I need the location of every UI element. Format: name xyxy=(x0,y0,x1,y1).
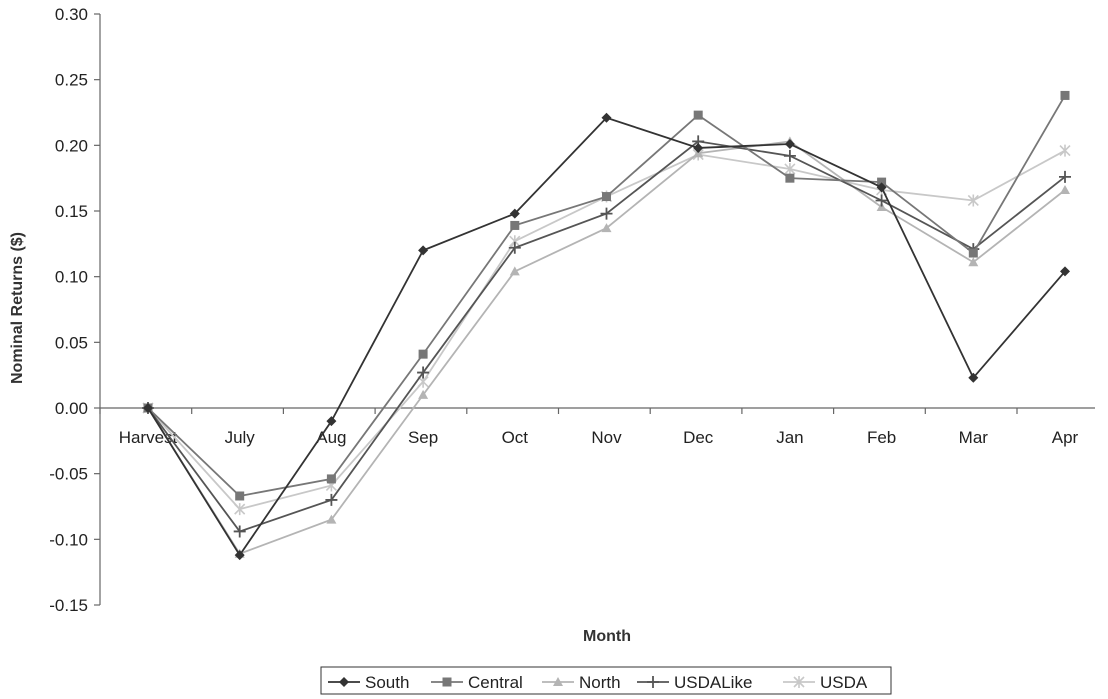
data-point-north xyxy=(1060,184,1070,194)
data-point-central xyxy=(326,474,336,484)
data-point-central xyxy=(785,173,795,183)
data-point-south xyxy=(143,403,153,413)
legend-marker-central xyxy=(442,677,452,687)
x-tick-label: Sep xyxy=(408,428,438,447)
y-tick-label: 0.20 xyxy=(55,136,88,155)
data-point-south xyxy=(234,550,245,561)
data-point-north xyxy=(968,257,979,267)
data-point-usdalike xyxy=(875,194,888,207)
y-tick-label: -0.10 xyxy=(49,530,88,549)
x-tick-label: Nov xyxy=(591,428,622,447)
x-tick-label: Apr xyxy=(1052,428,1079,447)
series-north xyxy=(143,136,1070,558)
data-point-central xyxy=(418,349,428,359)
data-point-usda xyxy=(967,194,979,207)
data-point-north xyxy=(509,266,520,276)
legend-item-north: North xyxy=(542,673,621,692)
data-point-south xyxy=(876,182,887,193)
data-point-central xyxy=(877,177,887,187)
data-point-south xyxy=(784,139,795,150)
legend-item-south: South xyxy=(328,673,409,692)
legend-label-usda: USDA xyxy=(820,673,868,692)
data-point-central xyxy=(510,220,520,230)
series-line-usda xyxy=(147,149,1066,511)
data-point-usdalike xyxy=(1059,170,1071,183)
data-point-north xyxy=(326,514,337,524)
legend-box xyxy=(320,666,892,695)
data-point-central xyxy=(602,192,611,202)
x-tick-labels: Harvest July Aug Sep Oct Nov Dec Jan Feb Mar Apr xyxy=(119,428,1079,447)
legend-label-south: South xyxy=(365,673,409,692)
x-tick-label: July xyxy=(225,428,256,447)
x-axis-title: Month xyxy=(583,628,631,645)
data-point-usda xyxy=(1059,144,1071,157)
data-point-north xyxy=(418,389,429,399)
series-line-north xyxy=(147,140,1066,555)
legend-item-central: Central xyxy=(431,673,523,692)
chart-axes xyxy=(94,13,1095,606)
data-point-south xyxy=(1060,266,1070,277)
legend-marker-south xyxy=(339,677,349,687)
series-line-south xyxy=(147,116,1066,557)
y-tick-labels: 0.30 0.25 0.20 0.15 0.10 0.05 0.00 -0.05 -0.10 -0… xyxy=(49,5,88,615)
data-point-usdalike xyxy=(417,366,430,379)
legend-label-north: North xyxy=(579,673,621,692)
x-tick-label: Dec xyxy=(683,428,714,447)
y-tick-label: 0.00 xyxy=(55,399,88,418)
x-tick-label: Mar xyxy=(959,428,989,447)
data-point-south xyxy=(968,372,979,383)
series-group xyxy=(142,90,1071,561)
x-tick-label: Oct xyxy=(502,428,529,447)
data-point-usda xyxy=(234,503,246,516)
x-tick-label: Feb xyxy=(867,428,896,447)
y-tick-label: -0.05 xyxy=(49,465,88,484)
legend-item-usda: USDA xyxy=(783,673,868,692)
data-point-north xyxy=(876,202,887,212)
data-point-south xyxy=(601,112,612,123)
y-tick-label: -0.15 xyxy=(49,596,88,615)
legend-marker-north xyxy=(553,677,563,686)
y-tick-label: 0.30 xyxy=(55,5,88,24)
data-point-south xyxy=(509,208,520,219)
data-point-central xyxy=(968,248,978,258)
legend: South Central North USDALike USDA xyxy=(320,666,892,695)
data-point-south xyxy=(326,416,337,427)
legend-item-usdalike: USDALike xyxy=(637,673,752,692)
data-point-south xyxy=(693,142,704,153)
data-point-central xyxy=(1060,90,1070,100)
data-point-usdalike xyxy=(325,493,338,506)
y-tick-label: 0.25 xyxy=(55,71,88,90)
series-central xyxy=(143,90,1070,501)
data-point-central xyxy=(235,491,245,501)
data-point-north xyxy=(601,223,612,233)
y-tick-label: 0.15 xyxy=(55,202,88,221)
data-point-central xyxy=(693,110,703,120)
series-south xyxy=(143,112,1070,561)
x-tick-label: Jan xyxy=(776,428,803,447)
data-point-usdalike xyxy=(783,149,796,162)
y-tick-label: 0.05 xyxy=(55,333,88,352)
y-axis-title: Nominal Returns ($) xyxy=(9,232,26,384)
legend-label-usdalike: USDALike xyxy=(674,673,752,692)
legend-label-central: Central xyxy=(468,673,523,692)
data-point-usda xyxy=(784,162,796,175)
data-point-usdalike xyxy=(508,241,521,254)
data-point-usdalike xyxy=(600,207,613,220)
legend-marker-usdalike xyxy=(647,676,659,688)
data-point-usdalike xyxy=(233,525,246,538)
y-tick-label: 0.10 xyxy=(55,268,88,287)
legend-marker-usda xyxy=(793,676,805,688)
data-point-south xyxy=(418,245,429,256)
